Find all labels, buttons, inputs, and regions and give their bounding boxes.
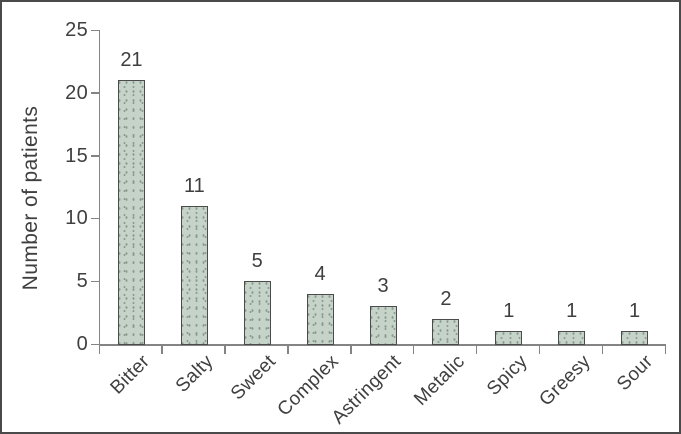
x-tick-mark <box>224 345 226 354</box>
y-tick-mark <box>90 280 99 283</box>
x-tick-mark <box>350 345 352 354</box>
bar-value-label: 11 <box>183 174 205 197</box>
y-tick-label: 25 <box>65 19 88 41</box>
y-tick-label: 5 <box>76 270 88 293</box>
x-tick-mark <box>538 345 541 354</box>
y-tick-mark <box>90 343 99 345</box>
bar-greesy <box>558 331 586 346</box>
bar-spicy <box>495 331 523 346</box>
x-category-label-greesy: Greesy <box>535 351 595 411</box>
bar-value-label: 1 <box>566 300 578 323</box>
x-tick-mark <box>601 345 604 354</box>
x-category-label-sweet: Sweet <box>226 351 281 405</box>
x-tick-mark <box>664 345 666 354</box>
bar-salty <box>180 205 208 346</box>
bar-value-label: 4 <box>314 262 326 285</box>
x-category-label-bitter: Bitter <box>106 351 155 399</box>
x-tick-mark <box>161 345 163 354</box>
y-tick-label: 20 <box>65 81 88 104</box>
bar-value-label: 5 <box>251 250 263 273</box>
y-axis-title: Number of patients <box>19 105 42 291</box>
bar-complex <box>306 293 334 346</box>
bar-metalic <box>432 318 460 346</box>
x-tick-mark <box>287 345 289 354</box>
bar-value-label: 2 <box>440 287 452 310</box>
y-tick-mark <box>90 92 99 94</box>
bar-value-label: 21 <box>120 49 143 72</box>
bar-value-label: 1 <box>503 300 515 323</box>
y-tick-mark <box>90 217 99 220</box>
bar-sour <box>621 331 649 346</box>
bar-bitter <box>117 80 145 346</box>
y-tick-label: 0 <box>76 333 88 355</box>
bar-value-label: 3 <box>377 275 389 298</box>
x-tick-mark <box>412 345 415 354</box>
y-tick-label: 10 <box>65 207 88 230</box>
x-category-label-sour: Sour <box>613 351 658 396</box>
y-tick-mark <box>90 155 99 157</box>
x-tick-mark <box>475 345 478 354</box>
bar-value-label: 1 <box>628 300 641 323</box>
x-category-label-spicy: Spicy <box>482 351 532 400</box>
x-tick-mark <box>98 345 100 354</box>
y-axis-line <box>98 30 100 346</box>
y-tick-label: 15 <box>65 144 88 167</box>
y-tick-mark <box>90 29 99 31</box>
bar-sweet <box>243 281 271 346</box>
bar-astringent <box>369 306 397 346</box>
x-category-label-metalic: Metalic <box>409 351 469 410</box>
x-category-label-salty: Salty <box>171 351 218 397</box>
